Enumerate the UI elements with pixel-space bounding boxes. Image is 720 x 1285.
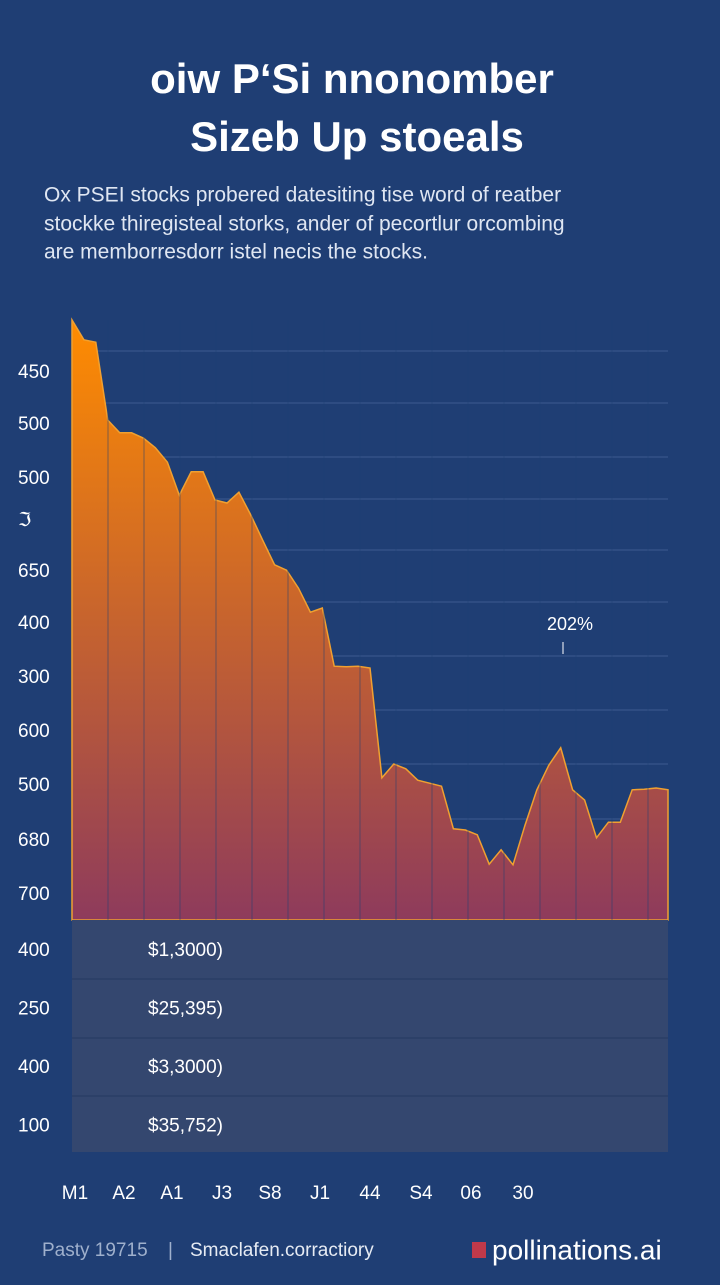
row-label: 400 [18, 1057, 50, 1078]
row-label: 100 [18, 1116, 50, 1137]
subtitle: stockke thiregisteal storks, ander of pe… [44, 213, 565, 236]
footer-icon [472, 1242, 486, 1258]
x-label: A1 [160, 1183, 183, 1204]
x-label: 30 [512, 1183, 533, 1204]
title: oiw P‘Si nnonomber [150, 55, 554, 102]
subtitle: Ox PSEI stocks probered datesiting tise … [44, 184, 561, 207]
y-label: 400 [18, 613, 50, 634]
x-label: 06 [460, 1183, 481, 1204]
y-label: 500 [18, 414, 50, 435]
row-value: $35,752) [148, 1116, 223, 1137]
footer-separator: | [168, 1240, 173, 1261]
x-label: S8 [258, 1183, 281, 1204]
row-value: $1,3000) [148, 940, 223, 961]
footer-middle: Smaclafen.corractiory [190, 1240, 374, 1261]
area [71, 317, 669, 921]
row-label: 400 [18, 940, 50, 961]
x-label: J3 [212, 1183, 232, 1204]
y-label: 500 [18, 468, 50, 489]
subtitle: are memborresdorr istel necis the stocks… [44, 241, 428, 264]
row-value: $3,3000) [148, 1057, 223, 1078]
table-band [72, 920, 668, 1152]
y-label: 680 [18, 830, 50, 851]
x-label: J1 [310, 1183, 330, 1204]
y-label: 650 [18, 561, 50, 582]
title: Sizeb Up stoeals [190, 113, 524, 160]
x-label: S4 [409, 1183, 433, 1204]
y-label: 450 [18, 362, 50, 383]
y-label: 300 [18, 667, 50, 688]
row-value: $25,395) [148, 999, 223, 1020]
annotation: 202% [547, 614, 593, 634]
y-label: 600 [18, 721, 50, 742]
footer-left: Pasty 19715 [42, 1240, 148, 1261]
x-label: 44 [359, 1183, 381, 1204]
y-label: 500 [18, 775, 50, 796]
y-label: ℑ [18, 510, 31, 531]
watermark: pollinations.ai [492, 1234, 662, 1265]
x-label: M1 [62, 1183, 88, 1204]
row-label: 250 [18, 999, 50, 1020]
y-label: 700 [18, 884, 50, 905]
x-label: A2 [112, 1183, 135, 1204]
